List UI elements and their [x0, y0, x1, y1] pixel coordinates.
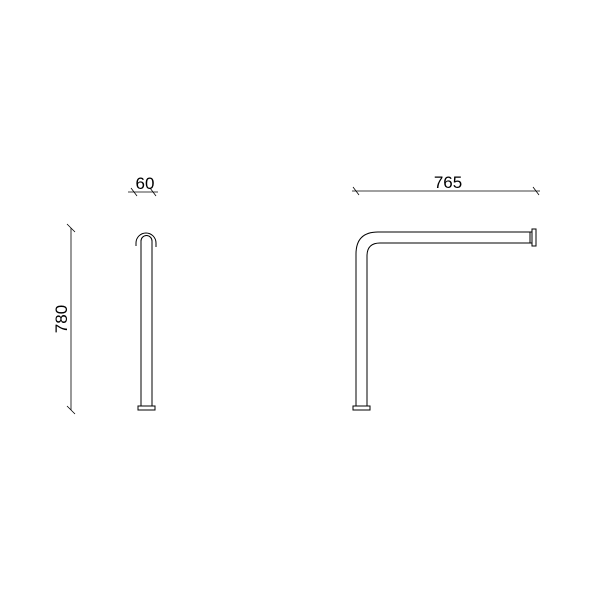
height-dimension-label: 780: [52, 305, 71, 333]
depth-dimension: 60: [128, 174, 158, 197]
width-dimension: 765: [352, 173, 540, 196]
depth-dimension-label: 60: [136, 174, 155, 193]
side-view-top-bend: [135, 232, 157, 247]
front-view-wall-plate: [531, 228, 537, 247]
front-view: [352, 228, 537, 411]
height-dimension-tick-top: [66, 223, 76, 233]
front-view-tube-inner: [366, 242, 532, 406]
depth-dimension-tick-left: [130, 187, 138, 197]
side-view: [135, 232, 157, 411]
width-dimension-tick-left: [352, 186, 360, 196]
depth-dimension-tick-right: [149, 187, 157, 197]
front-view-floor-plate: [352, 405, 371, 411]
width-dimension-tick-right: [532, 186, 540, 196]
side-view-floor-plate: [137, 405, 156, 411]
height-dimension-tick-bottom: [66, 405, 76, 415]
front-view-tube-outer: [355, 231, 532, 406]
width-dimension-label: 765: [434, 173, 462, 192]
height-dimension: 780: [52, 223, 76, 415]
side-view-tube: [140, 235, 153, 406]
